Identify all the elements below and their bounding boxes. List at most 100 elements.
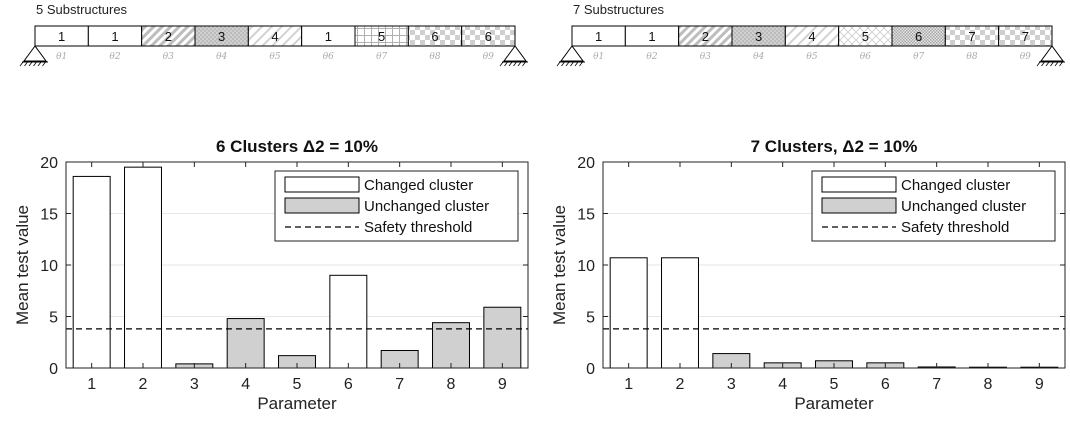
legend-swatch-changed <box>821 176 897 193</box>
x-tick-label: 1 <box>624 376 633 393</box>
y-tick-label: 20 <box>40 155 58 172</box>
x-tick-label: 7 <box>932 376 941 393</box>
beam-segment <box>998 25 1053 47</box>
x-tick-label: 4 <box>241 376 250 393</box>
chart-title: 6 Clusters Δ2 = 10% <box>216 137 378 156</box>
beam-segment-label: 5 <box>378 29 385 44</box>
bar-unchanged <box>432 322 470 369</box>
beam-segment-label: 3 <box>755 29 762 44</box>
x-tick-label: 2 <box>676 376 685 393</box>
y-axis-label: Mean test value <box>550 205 569 325</box>
bar-unchanged <box>483 306 522 369</box>
legend-label-threshold: Safety threshold <box>901 219 1009 236</box>
theta-label: θ6 <box>323 52 334 62</box>
legend-swatch-changed <box>284 176 360 193</box>
bar-changed <box>609 257 648 369</box>
bar-chart-2: 0 5 10 15 20 1 2 3 4 5 6 7 8 9 Parameter Mean test valu… <box>550 137 1066 413</box>
x-tick-label: 6 <box>881 376 890 393</box>
bar-unchanged <box>226 318 265 369</box>
y-tick-label: 0 <box>586 361 595 378</box>
y-axis-label: Mean test value <box>13 205 32 325</box>
y-tick-label: 15 <box>40 207 58 224</box>
x-tick-label: 4 <box>778 376 787 393</box>
theta-label: θ1 <box>56 52 67 62</box>
x-tick-label: 5 <box>830 376 839 393</box>
x-tick-label: 3 <box>727 376 736 393</box>
beam-diagrams: 5 Substructures 1 1 2 3 4 1 5 6 6 θ1 θ2 θ3 θ4 θ5 θ6 θ7 θ8… <box>19 2 1065 67</box>
theta-label: θ9 <box>483 52 494 62</box>
theta-label: θ4 <box>216 52 227 62</box>
beam-segment-label: 1 <box>325 29 332 44</box>
legend-label-unchanged: Unchanged cluster <box>364 198 489 215</box>
x-tick-label: 6 <box>344 376 353 393</box>
theta-label: θ5 <box>806 52 817 62</box>
right-support-icon <box>1036 45 1065 67</box>
theta-label: θ2 <box>109 52 120 62</box>
beam-segment-label: 4 <box>271 29 278 44</box>
chart-title: 7 Clusters, Δ2 = 10% <box>751 137 918 156</box>
x-tick-label: 2 <box>139 376 148 393</box>
beam-segment-label: 2 <box>702 29 709 44</box>
beam-segment <box>461 25 516 47</box>
x-tick-label: 9 <box>1035 376 1044 393</box>
beam-segment-label: 6 <box>485 29 492 44</box>
beam-segment-label: 1 <box>111 29 118 44</box>
beam-segment-label: 2 <box>165 29 172 44</box>
left-support-icon <box>19 45 48 67</box>
beam-title: 7 Substructures <box>573 2 665 17</box>
legend-label-changed: Changed cluster <box>901 177 1010 194</box>
x-tick-label: 8 <box>447 376 456 393</box>
y-tick-label: 5 <box>49 310 58 327</box>
right-support-icon <box>499 45 528 67</box>
theta-label: θ8 <box>966 52 977 62</box>
x-tick-label: 8 <box>984 376 993 393</box>
beam-segment-label: 6 <box>915 29 922 44</box>
legend-swatch-unchanged <box>821 197 897 214</box>
beam-segment-label: 6 <box>431 29 438 44</box>
bar-changed <box>72 175 111 369</box>
bar-changed <box>329 274 368 369</box>
beam-segment-label: 1 <box>648 29 655 44</box>
beam-segment-label: 3 <box>218 29 225 44</box>
x-axis-label: Parameter <box>794 394 874 413</box>
legend-label-unchanged: Unchanged cluster <box>901 198 1026 215</box>
legend: Changed cluster Unchanged cluster Safety t… <box>274 170 519 242</box>
theta-label: θ5 <box>269 52 280 62</box>
y-tick-label: 20 <box>577 155 595 172</box>
legend: Changed cluster Unchanged cluster Safety t… <box>811 170 1056 242</box>
beam-title: 5 Substructures <box>36 2 128 17</box>
theta-label: θ9 <box>1020 52 1031 62</box>
theta-label: θ3 <box>163 52 174 62</box>
y-tick-label: 0 <box>49 361 58 378</box>
theta-label: θ4 <box>753 52 764 62</box>
x-tick-label: 5 <box>293 376 302 393</box>
theta-label: θ2 <box>646 52 657 62</box>
theta-label: θ1 <box>593 52 604 62</box>
y-tick-label: 10 <box>577 258 595 275</box>
beam-segment-label: 4 <box>808 29 815 44</box>
theta-label: θ7 <box>913 52 924 62</box>
beam-segment-label: 1 <box>595 29 602 44</box>
theta-label: θ3 <box>700 52 711 62</box>
beam-segment-label: 5 <box>862 29 869 44</box>
bar-chart-1: 0 5 10 15 20 1 2 3 4 5 6 7 8 9 Parameter Mean test valu… <box>13 137 529 413</box>
y-tick-label: 15 <box>577 207 595 224</box>
legend-label-threshold: Safety threshold <box>364 219 472 236</box>
theta-label: θ8 <box>429 52 440 62</box>
x-tick-label: 9 <box>498 376 507 393</box>
x-tick-label: 3 <box>190 376 199 393</box>
y-tick-label: 10 <box>40 258 58 275</box>
left-support-icon <box>556 45 585 67</box>
y-tick-label: 5 <box>586 310 595 327</box>
legend-label-changed: Changed cluster <box>364 177 473 194</box>
beam-segment-label: 7 <box>1022 29 1029 44</box>
beam-diagram-1: 5 Substructures 1 1 2 3 4 1 5 6 6 θ1 θ2 θ3 θ4 θ5 θ6 θ7 θ8… <box>19 2 528 67</box>
beam-diagram-2: 7 Substructures 1 1 2 3 4 5 6 7 7 θ1 θ2 θ3 θ4 θ5 θ6 θ7 θ8… <box>556 2 1065 67</box>
bar-changed <box>124 166 162 369</box>
x-tick-label: 1 <box>87 376 96 393</box>
x-tick-label: 7 <box>395 376 404 393</box>
bar-changed <box>661 257 699 369</box>
theta-label: θ6 <box>860 52 871 62</box>
